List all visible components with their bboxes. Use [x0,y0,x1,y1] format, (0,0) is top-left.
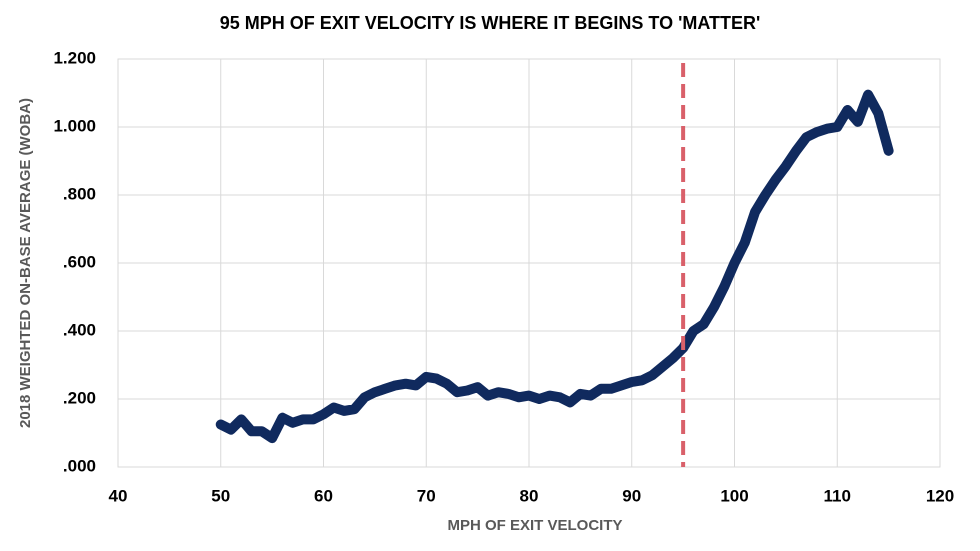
y-tick-label: .000 [63,456,96,475]
x-tick-label: 40 [109,486,128,505]
x-tick-label: 100 [720,486,748,505]
y-tick-label: 1.200 [53,48,96,67]
x-axis-label: MPH OF EXIT VELOCITY [447,517,622,534]
x-tick-label: 50 [211,486,230,505]
y-tick-label: .200 [63,388,96,407]
x-tick-label: 90 [622,486,641,505]
y-axis-label: 2018 WEIGHTED ON-BASE AVERAGE (WOBA) [17,98,34,428]
x-tick-label: 60 [314,486,333,505]
y-tick-label: .600 [63,252,96,271]
x-tick-label: 120 [926,486,954,505]
y-tick-label: .800 [63,184,96,203]
data-line [215,89,894,444]
x-tick-label: 110 [824,486,851,505]
chart-title: 95 MPH OF EXIT VELOCITY IS WHERE IT BEGI… [220,13,761,33]
x-tick-label: 70 [417,486,436,505]
x-tick-label: 80 [520,486,539,505]
y-tick-label: .400 [63,320,96,339]
y-tick-label: 1.000 [53,116,96,135]
